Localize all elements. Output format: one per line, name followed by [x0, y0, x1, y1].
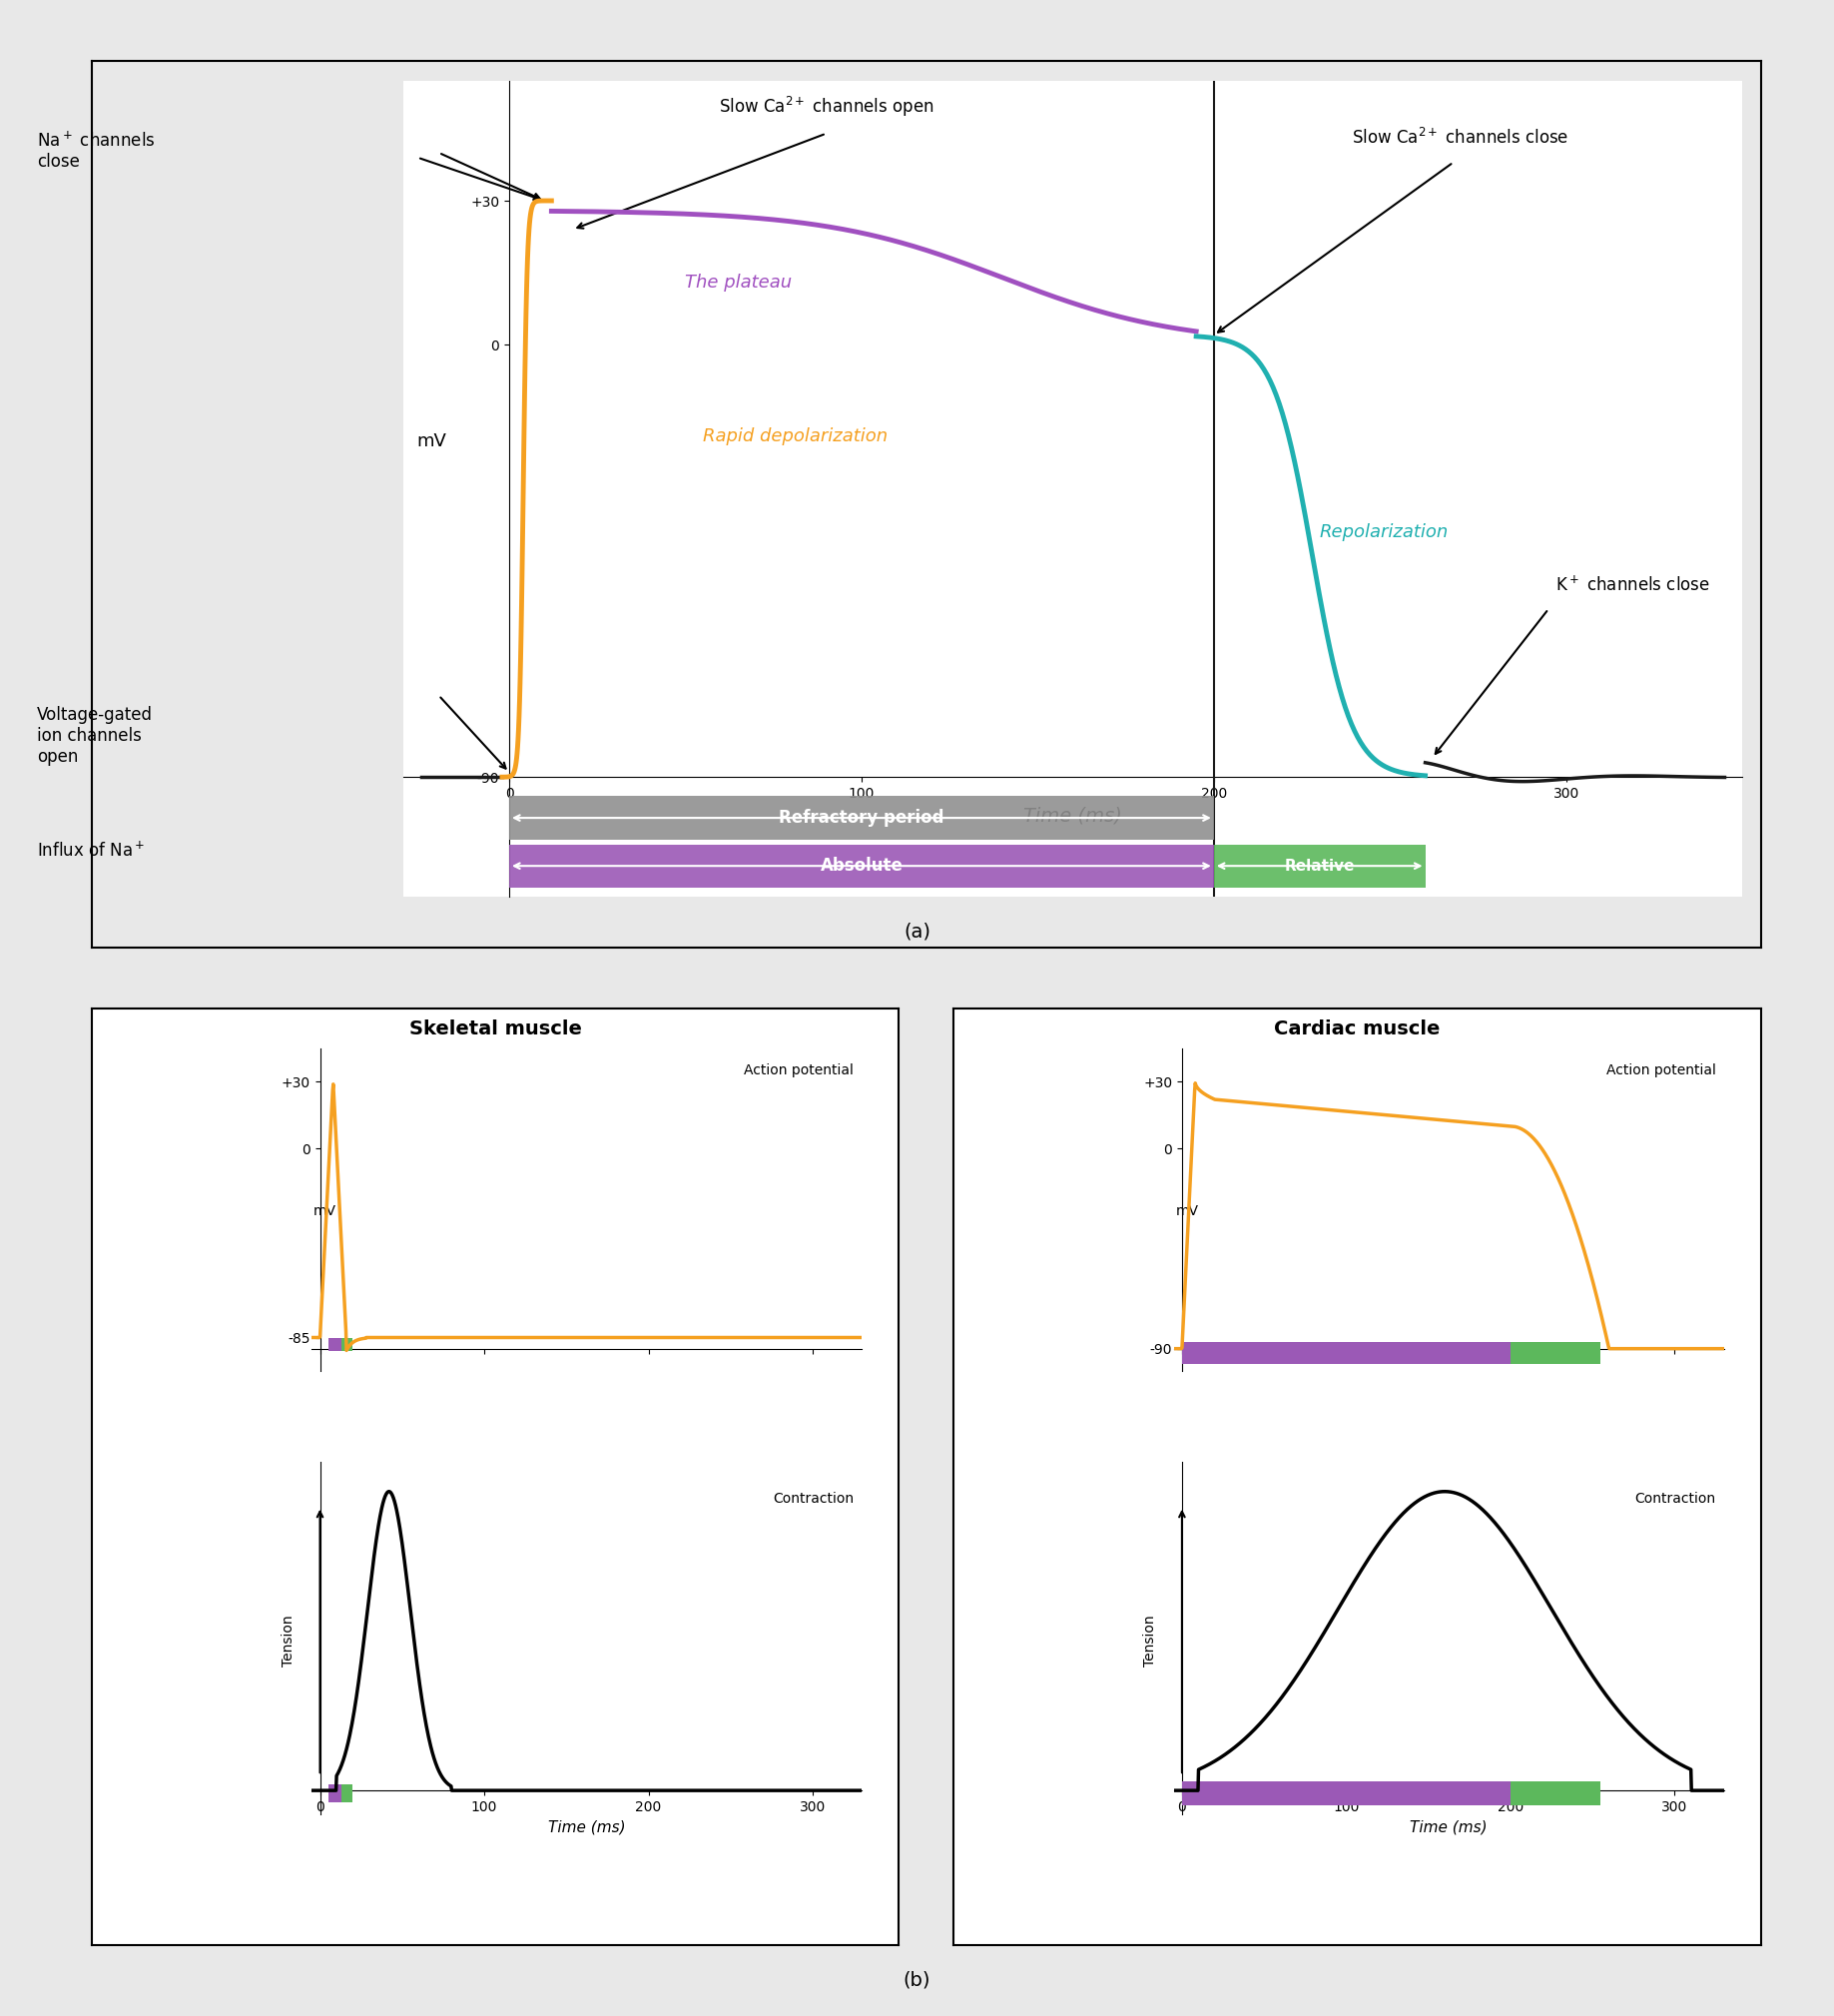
- Text: Repolarization: Repolarization: [1319, 522, 1449, 540]
- Text: mV: mV: [314, 1204, 336, 1218]
- Bar: [328, 1337, 341, 1351]
- Text: mV: mV: [416, 431, 446, 450]
- Text: (b): (b): [904, 1972, 930, 1990]
- Text: Tension: Tension: [1143, 1615, 1157, 1667]
- Text: Skeletal muscle: Skeletal muscle: [409, 1020, 581, 1038]
- Text: Slow Ca$^{2+}$ channels open: Slow Ca$^{2+}$ channels open: [719, 95, 934, 119]
- Bar: [510, 796, 1214, 839]
- Text: Action potential: Action potential: [745, 1064, 855, 1079]
- Text: (a): (a): [904, 923, 930, 941]
- Text: Absolute: Absolute: [820, 857, 902, 875]
- Text: Tension: Tension: [281, 1615, 295, 1667]
- X-axis label: Time (ms): Time (ms): [1023, 806, 1122, 825]
- Text: mV: mV: [1176, 1204, 1198, 1218]
- Bar: [341, 1337, 352, 1351]
- Bar: [1511, 1343, 1601, 1365]
- Text: Action potential: Action potential: [1607, 1064, 1717, 1079]
- Text: Rapid depolarization: Rapid depolarization: [702, 427, 888, 446]
- Bar: [510, 845, 1214, 887]
- Text: Relative: Relative: [1284, 859, 1355, 873]
- X-axis label: Time (ms): Time (ms): [1410, 1820, 1487, 1835]
- Bar: [1181, 1782, 1511, 1806]
- Text: Na$^+$ channels
close: Na$^+$ channels close: [37, 131, 156, 171]
- Text: K$^+$ channels close: K$^+$ channels close: [1555, 575, 1709, 595]
- Text: Slow Ca$^{2+}$ channels close: Slow Ca$^{2+}$ channels close: [1352, 127, 1568, 147]
- Text: Refractory period: Refractory period: [779, 808, 945, 827]
- Text: Cardiac muscle: Cardiac muscle: [1275, 1020, 1440, 1038]
- Bar: [1511, 1782, 1601, 1806]
- Bar: [328, 1784, 341, 1802]
- Text: Voltage-gated
ion channels
open: Voltage-gated ion channels open: [37, 706, 152, 766]
- X-axis label: Time (ms): Time (ms): [548, 1820, 625, 1835]
- Bar: [1214, 845, 1425, 887]
- Bar: [1181, 1343, 1511, 1365]
- Text: The plateau: The plateau: [686, 274, 792, 290]
- Text: Influx of Na$^+$: Influx of Na$^+$: [37, 841, 145, 861]
- Text: Contraction: Contraction: [1634, 1492, 1717, 1506]
- Bar: [341, 1784, 352, 1802]
- Text: Contraction: Contraction: [772, 1492, 855, 1506]
